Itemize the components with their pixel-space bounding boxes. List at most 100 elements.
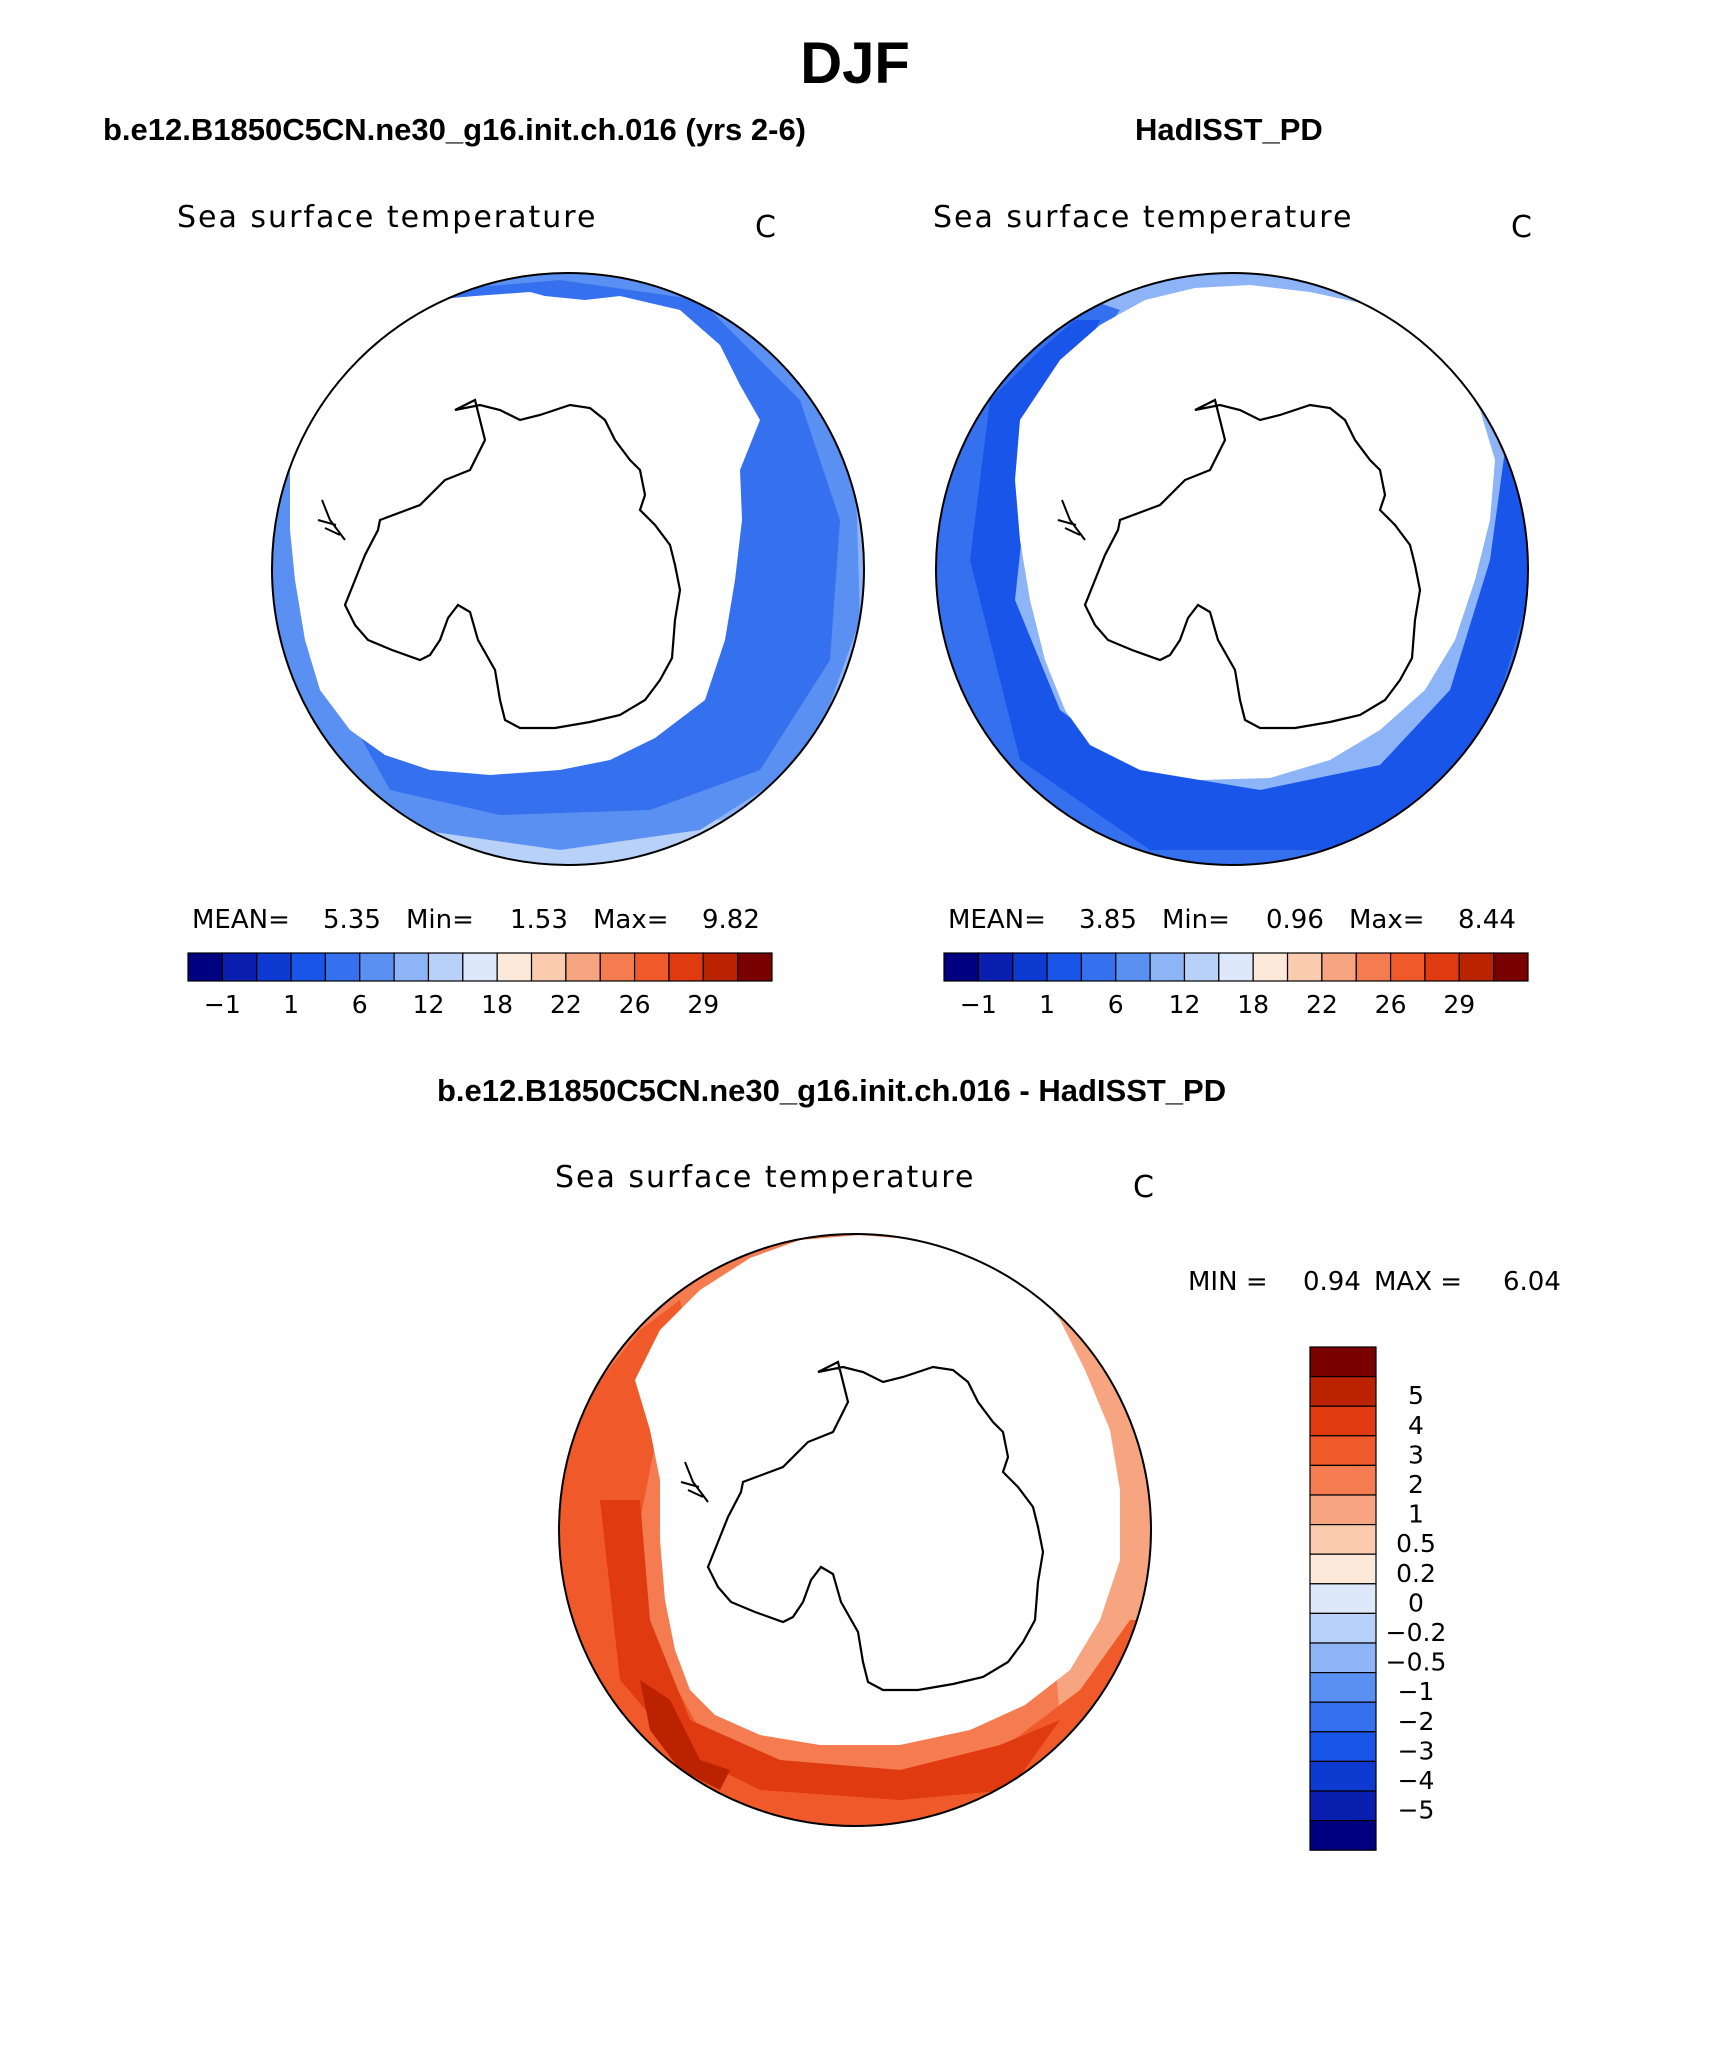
model-case-title: b.e12.B1850C5CN.ne30_g16.init.ch.016 (yr… bbox=[103, 112, 807, 147]
obs-colorbar-box bbox=[1046, 952, 1083, 982]
diff-max-label: MAX = bbox=[1374, 1267, 1463, 1297]
diff-colorbar-tick-label: 2 bbox=[1408, 1470, 1424, 1499]
diff-colorbar-tick-label: −1 bbox=[1398, 1677, 1435, 1706]
obs-colorbar-tick-label: 22 bbox=[1306, 990, 1338, 1019]
model-colorbar-box bbox=[359, 952, 395, 982]
diff-colorbar-tick-label: −0.2 bbox=[1386, 1618, 1447, 1647]
obs-colorbar-box bbox=[943, 952, 979, 982]
diff-ocean-mid bbox=[559, 1300, 1151, 1826]
model-colorbar-box bbox=[633, 952, 670, 982]
model-min-value: 1.53 bbox=[510, 905, 568, 935]
diff-colorbar-box bbox=[1309, 1346, 1377, 1378]
diff-colorbar-tick-label: −4 bbox=[1398, 1766, 1435, 1795]
obs-colorbar-tick-label: 29 bbox=[1443, 990, 1475, 1019]
model-colorbar-tick-label: 12 bbox=[413, 990, 445, 1019]
obs-colorbar-tick-label: −1 bbox=[960, 990, 997, 1019]
obs-colorbar-box bbox=[1115, 952, 1151, 982]
diff-ocean-dark bbox=[640, 1680, 730, 1790]
diff-min-label: MIN = bbox=[1188, 1267, 1268, 1297]
model-unit-label: C bbox=[755, 210, 776, 245]
model-colorbar-box bbox=[462, 952, 498, 982]
model-ocean-mid bbox=[272, 273, 860, 850]
diff-colorbar-box bbox=[1309, 1642, 1377, 1674]
obs-colorbar-box bbox=[1493, 952, 1529, 982]
model-antarctica-coastline bbox=[343, 398, 682, 730]
diff-colorbar-tick-label: −2 bbox=[1398, 1707, 1435, 1736]
diff-unit-label: C bbox=[1133, 1170, 1154, 1205]
obs-colorbar-box bbox=[1424, 952, 1460, 982]
model-colorbar-box bbox=[565, 952, 601, 982]
diff-colorbar-box bbox=[1309, 1494, 1377, 1526]
obs-ocean-mid bbox=[936, 300, 1528, 865]
model-colorbar-box bbox=[668, 952, 704, 982]
diff-colorbar-tick-label: −3 bbox=[1398, 1736, 1435, 1765]
diff-colorbar-tick-label: −0.5 bbox=[1386, 1648, 1447, 1677]
obs-colorbar-tick-label: 1 bbox=[1039, 990, 1055, 1019]
model-ocean-inner bbox=[290, 280, 840, 815]
diff-colorbar-box bbox=[1309, 1524, 1377, 1555]
diff-colorbar-tick-label: 0.5 bbox=[1396, 1529, 1436, 1558]
model-colorbar-box bbox=[496, 952, 533, 982]
obs-ocean-inner bbox=[970, 290, 1528, 850]
obs-colorbar-box bbox=[1183, 952, 1220, 982]
obs-colorbar: −1 1 6 12 18 22 26 29 bbox=[943, 952, 1529, 1019]
diff-colorbar-box bbox=[1309, 1553, 1377, 1585]
model-colorbar-box bbox=[393, 952, 430, 982]
obs-colorbar-box bbox=[1355, 952, 1392, 982]
obs-antarctica-coastline bbox=[1083, 398, 1422, 730]
obs-colorbar-tick-label: 26 bbox=[1375, 990, 1407, 1019]
obs-min-value: 0.96 bbox=[1266, 905, 1324, 935]
obs-colorbar-box bbox=[1252, 952, 1289, 982]
model-colorbar-box bbox=[324, 952, 361, 982]
model-colorbar-tick-label: 29 bbox=[687, 990, 719, 1019]
diff-min-value: 0.94 bbox=[1303, 1267, 1361, 1297]
model-colorbar-tick-label: 6 bbox=[352, 990, 368, 1019]
obs-min-label: Min= bbox=[1162, 905, 1230, 935]
model-colorbar-box bbox=[187, 952, 223, 982]
model-colorbar-box bbox=[737, 952, 773, 982]
diff-colorbar-tick-label: 4 bbox=[1408, 1411, 1424, 1440]
obs-colorbar-box bbox=[1389, 952, 1426, 982]
diff-colorbar-tick-label: 5 bbox=[1408, 1381, 1424, 1410]
obs-mean-label: MEAN= bbox=[948, 905, 1046, 935]
diff-max-value: 6.04 bbox=[1503, 1267, 1561, 1297]
diff-colorbar-box bbox=[1309, 1731, 1377, 1762]
diff-colorbar-box bbox=[1309, 1376, 1377, 1407]
diff-ocean-outer bbox=[559, 1234, 1151, 1826]
diff-colorbar-box bbox=[1309, 1583, 1377, 1615]
diff-colorbar-box bbox=[1309, 1405, 1377, 1437]
model-ocean-outer bbox=[272, 273, 864, 865]
obs-colorbar-box bbox=[1286, 952, 1323, 982]
obs-colorbar-tick-label: 6 bbox=[1108, 990, 1124, 1019]
obs-colorbar-tick-label: 12 bbox=[1169, 990, 1201, 1019]
obs-colorbar-box bbox=[1080, 952, 1117, 982]
model-mean-label: MEAN= bbox=[192, 905, 290, 935]
obs-sea-ice-mask bbox=[1015, 285, 1495, 780]
obs-colorbar-box bbox=[1012, 952, 1048, 982]
model-variable-label: Sea surface temperature bbox=[177, 200, 598, 235]
model-colorbar-box bbox=[427, 952, 464, 982]
diff-colorbar-box bbox=[1309, 1672, 1377, 1703]
model-min-label: Min= bbox=[406, 905, 474, 935]
model-colorbar-box bbox=[221, 952, 258, 982]
obs-colorbar-box bbox=[1218, 952, 1254, 982]
diff-colorbar-box bbox=[1309, 1760, 1377, 1792]
model-colorbar-tick-label: −1 bbox=[204, 990, 241, 1019]
obs-max-value: 8.44 bbox=[1458, 905, 1516, 935]
diff-colorbar-box bbox=[1309, 1464, 1377, 1496]
model-max-label: Max= bbox=[593, 905, 669, 935]
diff-colorbar-tick-label: 0 bbox=[1408, 1588, 1424, 1617]
obs-variable-label: Sea surface temperature bbox=[933, 200, 1354, 235]
model-colorbar-box bbox=[702, 952, 739, 982]
model-colorbar-box bbox=[256, 952, 292, 982]
model-colorbar-box bbox=[599, 952, 636, 982]
diff-colorbar-tick-label: 0.2 bbox=[1396, 1559, 1436, 1588]
diff-colorbar-tick-label: 1 bbox=[1408, 1500, 1424, 1529]
diff-colorbar-box bbox=[1309, 1701, 1377, 1733]
model-colorbar-tick-label: 22 bbox=[550, 990, 582, 1019]
obs-max-label: Max= bbox=[1349, 905, 1425, 935]
obs-mean-value: 3.85 bbox=[1079, 905, 1137, 935]
obs-colorbar-box bbox=[1149, 952, 1186, 982]
diff-variable-label: Sea surface temperature bbox=[555, 1160, 976, 1195]
